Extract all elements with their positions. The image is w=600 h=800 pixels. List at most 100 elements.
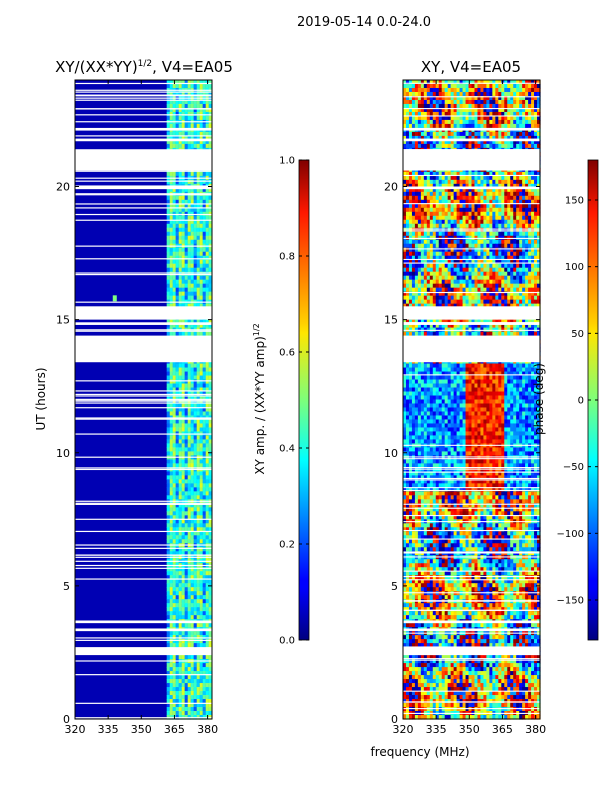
- heatmap-cell: [205, 171, 209, 177]
- heatmap-cell: [531, 115, 535, 121]
- heatmap-cell: [429, 80, 434, 85]
- heatmap-cell: [471, 143, 476, 149]
- heatmap-cell: [456, 91, 461, 97]
- heatmap-cell: [166, 411, 170, 417]
- heatmap-cell: [471, 247, 476, 253]
- heatmap-cell: [184, 403, 188, 409]
- heatmap-cell: [181, 495, 185, 500]
- heatmap-cell: [477, 143, 482, 149]
- heatmap-cell: [441, 263, 446, 269]
- heatmap-cell: [468, 207, 473, 213]
- heatmap-cell: [205, 459, 209, 464]
- heatmap-cell: [426, 263, 431, 269]
- heatmap-cell: [531, 219, 535, 225]
- flag-line: [75, 380, 212, 382]
- heatmap-cell: [462, 223, 467, 229]
- heatmap-cell: [169, 99, 173, 105]
- heatmap-cell: [426, 191, 431, 197]
- heatmap-cell: [408, 131, 413, 137]
- heatmap-cell: [417, 267, 422, 273]
- heatmap-cell: [426, 287, 431, 293]
- heatmap-cell: [205, 551, 209, 556]
- heatmap-cell: [202, 483, 206, 488]
- heatmap-cell: [528, 287, 532, 293]
- heatmap-cell: [202, 203, 206, 209]
- x-tick-label: 320: [65, 723, 86, 736]
- heatmap-cell: [471, 191, 476, 197]
- heatmap-cell: [477, 231, 482, 237]
- heatmap-cell: [432, 87, 437, 93]
- heatmap-cell: [504, 119, 508, 125]
- heatmap-cell: [408, 115, 413, 121]
- heatmap-cell: [477, 239, 482, 245]
- heatmap-cell: [447, 211, 452, 217]
- heatmap-cell: [172, 303, 176, 309]
- heatmap-cell: [459, 271, 464, 277]
- heatmap-cell: [184, 247, 188, 253]
- heatmap-cell: [477, 179, 482, 185]
- flag-line: [75, 91, 212, 93]
- heatmap-cell: [519, 111, 523, 117]
- heatmap-cell: [405, 203, 410, 209]
- heatmap-cell: [208, 239, 212, 245]
- heatmap-cell: [208, 463, 212, 468]
- heatmap-cell: [480, 183, 485, 189]
- flag-line: [75, 554, 212, 556]
- heatmap-cell: [187, 80, 191, 85]
- heatmap-cell: [528, 107, 532, 113]
- heatmap-cell: [495, 215, 499, 221]
- heatmap-cell: [403, 275, 407, 281]
- heatmap-cell: [193, 411, 197, 417]
- heatmap-cell: [169, 131, 173, 137]
- heatmap-cell: [172, 439, 176, 445]
- heatmap-cell: [208, 295, 212, 301]
- heatmap-cell: [531, 279, 535, 285]
- heatmap-cell: [510, 211, 514, 217]
- heatmap-cell: [459, 123, 464, 129]
- heatmap-cell: [187, 695, 191, 700]
- heatmap-cell: [172, 711, 176, 716]
- heatmap-cell: [480, 283, 485, 289]
- heatmap-cell: [178, 435, 182, 441]
- heatmap-cell: [172, 295, 176, 301]
- heatmap-cell: [205, 407, 209, 413]
- heatmap-cell: [403, 123, 407, 129]
- heatmap-cell: [169, 195, 173, 201]
- heatmap-cell: [519, 87, 523, 93]
- heatmap-cell: [187, 383, 191, 389]
- heatmap-cell: [172, 599, 176, 604]
- heatmap-cell: [483, 103, 487, 109]
- heatmap-cell: [432, 263, 437, 269]
- heatmap-cell: [208, 115, 212, 121]
- heatmap-cell: [411, 259, 416, 265]
- heatmap-cell: [417, 115, 422, 121]
- heatmap-cell: [513, 95, 517, 101]
- heatmap-cell: [169, 639, 173, 644]
- heatmap-cell: [178, 503, 182, 508]
- heatmap-cell: [175, 239, 179, 245]
- heatmap-cell: [474, 267, 479, 273]
- heatmap-cell: [196, 507, 200, 512]
- heatmap-cell: [525, 123, 529, 129]
- heatmap-cell: [417, 199, 422, 205]
- heatmap-cell: [205, 423, 209, 429]
- heatmap-cell: [187, 479, 191, 484]
- heatmap-cell: [405, 123, 410, 129]
- heatmap-cell: [208, 535, 212, 540]
- heatmap-cell: [175, 423, 179, 429]
- heatmap-cell: [175, 383, 179, 389]
- heatmap-cell: [184, 143, 188, 149]
- heatmap-cell: [166, 475, 170, 480]
- heatmap-cell: [495, 191, 499, 197]
- heatmap-cell: [202, 603, 206, 608]
- heatmap-cell: [525, 243, 529, 249]
- heatmap-cell: [175, 687, 179, 692]
- heatmap-cell: [444, 251, 449, 257]
- heatmap-cell: [172, 255, 176, 261]
- flagged-gap: [75, 647, 212, 656]
- heatmap-cell: [178, 219, 182, 225]
- heatmap-cell: [516, 247, 520, 253]
- heatmap-cell: [507, 139, 511, 145]
- heatmap-cell: [405, 207, 410, 213]
- heatmap-cell: [495, 219, 499, 225]
